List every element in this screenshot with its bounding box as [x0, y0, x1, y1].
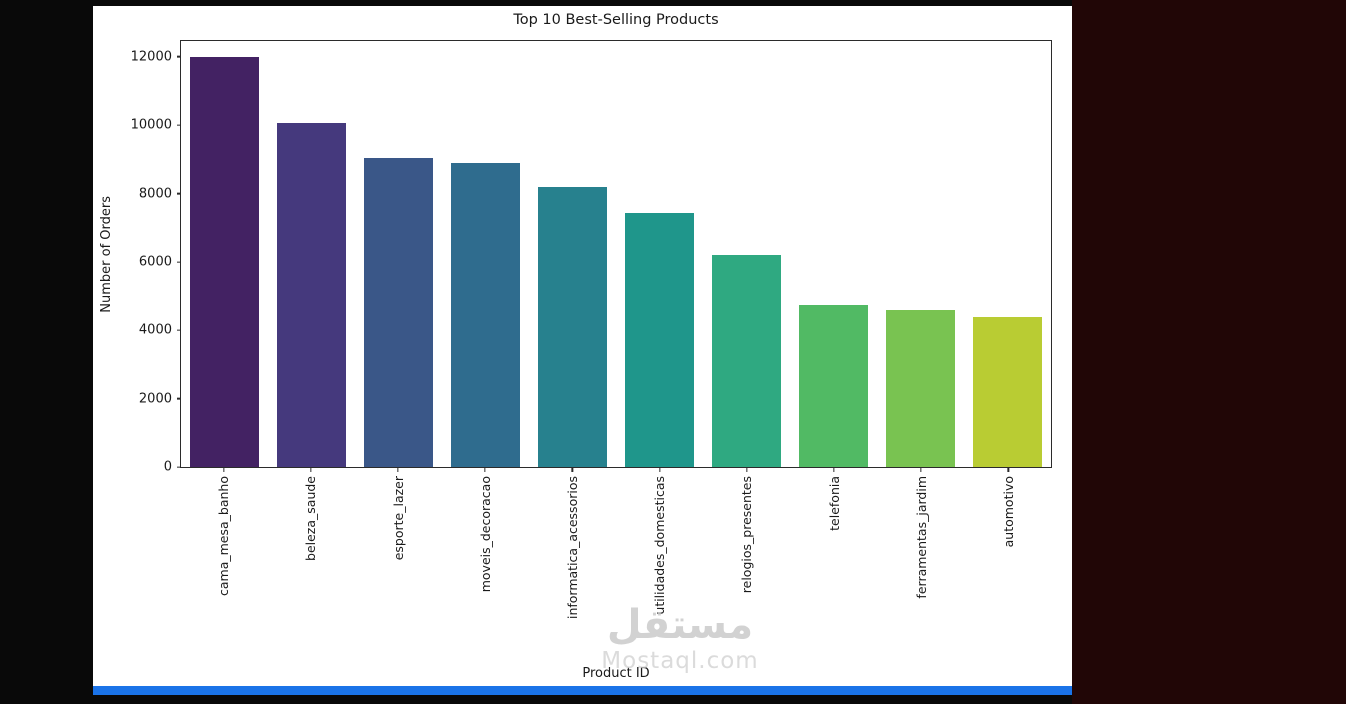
x-tick-label-slot: beleza_saude	[267, 476, 354, 672]
x-tick-label: relogios_presentes	[739, 476, 755, 594]
bar-automotivo	[972, 316, 1043, 467]
x-tick-mark	[571, 468, 574, 472]
x-tick-mark	[484, 468, 486, 472]
bar-slot	[529, 41, 616, 467]
x-tick-label-slot: utilidades_domesticas	[616, 476, 703, 672]
x-tick-mark	[222, 468, 225, 472]
bar-slot	[790, 41, 877, 467]
y-axis-label: Number of Orders	[99, 40, 114, 468]
x-tick-label: beleza_saude	[303, 476, 319, 561]
x-tick-label: ferramentas_jardim	[913, 476, 929, 599]
x-tick-mark	[310, 468, 312, 472]
y-tick-label: 10000	[130, 117, 172, 133]
x-axis-ticks	[180, 468, 1052, 473]
x-tick-label: utilidades_domesticas	[652, 476, 668, 615]
x-tick-label-slot: moveis_decoracao	[442, 476, 529, 672]
bar-moveis_decoracao	[450, 163, 521, 467]
bar-slot	[703, 41, 790, 467]
bar-slot	[355, 41, 442, 467]
x-tick-label: esporte_lazer	[390, 476, 406, 561]
background-right-panel	[1072, 0, 1346, 704]
x-tick-label: cama_mesa_banho	[216, 476, 232, 596]
x-tick-mark	[833, 468, 835, 472]
bar-slot	[877, 41, 964, 467]
y-tick-mark	[177, 329, 181, 331]
x-tick-label-slot: cama_mesa_banho	[180, 476, 267, 672]
y-tick-label: 4000	[138, 322, 172, 338]
y-axis-label-text: Number of Orders	[99, 195, 114, 313]
bar-slot	[181, 41, 268, 467]
chart-title: Top 10 Best-Selling Products	[513, 12, 719, 28]
x-tick-label-slot: esporte_lazer	[354, 476, 441, 672]
x-tick-label: informatica_acessorios	[564, 476, 580, 620]
bottom-blue-bar	[93, 686, 1072, 695]
y-tick-mark	[177, 56, 181, 58]
bar-esporte_lazer	[363, 157, 434, 467]
bar-slot	[616, 41, 703, 467]
y-tick-label: 2000	[138, 391, 172, 407]
x-tick-label: telefonia	[826, 476, 842, 531]
bar-beleza_saude	[276, 123, 347, 467]
y-tick-label: 0	[163, 459, 172, 475]
bar-telefonia	[798, 304, 869, 467]
x-tick-mark	[658, 468, 661, 472]
x-tick-label: moveis_decoracao	[477, 476, 493, 593]
bar-informatica_acessorios	[537, 187, 608, 467]
bar-relogios_presentes	[711, 255, 782, 467]
x-tick-mark	[397, 468, 399, 472]
bar-ferramentas_jardim	[885, 309, 956, 467]
x-tick-label-slot: informatica_acessorios	[529, 476, 616, 672]
y-tick-mark	[177, 466, 181, 468]
x-tick-label-slot: automotivo	[965, 476, 1052, 672]
y-tick-label: 6000	[138, 254, 172, 270]
bar-slot	[964, 41, 1051, 467]
x-tick-label-slot: ferramentas_jardim	[878, 476, 965, 672]
chart-figure: Top 10 Best-Selling Products Number of O…	[93, 6, 1072, 686]
bar-slot	[442, 41, 529, 467]
y-tick-mark	[177, 124, 181, 126]
y-tick-mark	[177, 192, 181, 195]
bar-utilidades_domesticas	[624, 213, 695, 467]
x-tick-mark	[746, 468, 748, 472]
bars-container	[181, 41, 1051, 467]
bar-slot	[268, 41, 355, 467]
y-tick-mark	[177, 397, 181, 400]
plot-area: 0 2000 4000 6000 8000 10000 12000	[131, 40, 1052, 475]
x-tick-labels: cama_mesa_banho beleza_saude esporte_lazer…	[180, 476, 1052, 672]
y-tick-label: 8000	[138, 186, 172, 201]
x-tick-label-slot: telefonia	[790, 476, 877, 672]
x-axis-label: Product ID	[582, 666, 650, 681]
x-tick-mark	[1007, 468, 1010, 472]
bar-cama_mesa_banho	[189, 56, 260, 467]
x-tick-label: automotivo	[1000, 476, 1016, 548]
x-tick-mark	[920, 468, 922, 472]
y-tick-label: 12000	[130, 49, 172, 65]
y-tick-mark	[177, 261, 181, 263]
x-tick-label-slot: relogios_presentes	[703, 476, 790, 672]
